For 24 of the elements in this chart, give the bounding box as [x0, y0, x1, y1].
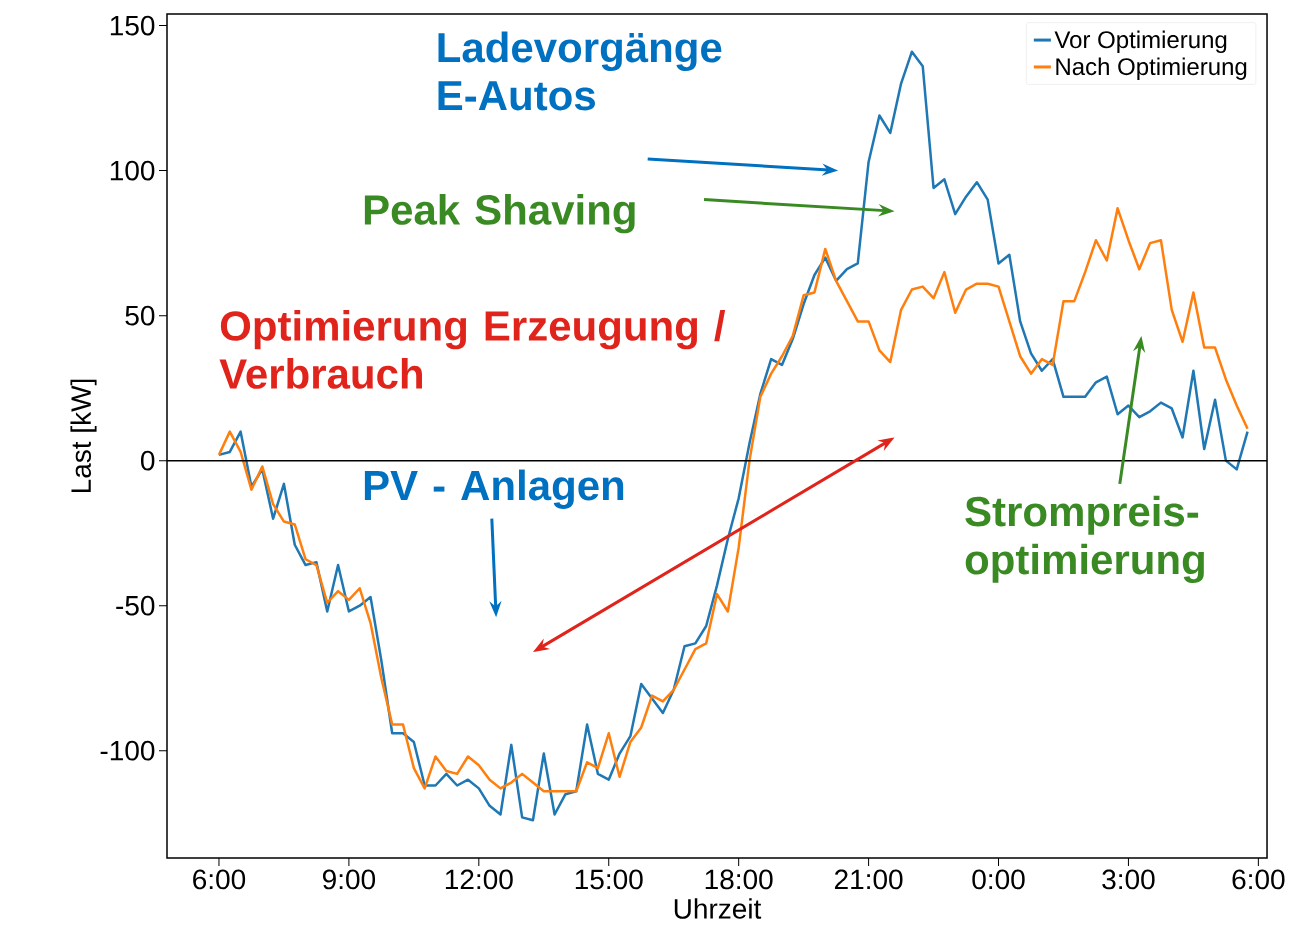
x-tick-label: 9:00 [322, 869, 376, 890]
x-tick-label: 3:00 [1102, 869, 1155, 890]
y-tick-label: 50 [125, 305, 155, 326]
x-tick-label: 15:00 [575, 869, 643, 890]
legend-label: Nach Optimierung [1056, 57, 1247, 80]
x-axis-title: Uhrzeit [674, 898, 762, 919]
annotation: Peak Shaving [364, 194, 635, 234]
y-tick-label: 100 [110, 160, 155, 181]
y-tick-label: -100 [100, 740, 155, 761]
y-tick-label: -50 [116, 595, 155, 616]
y-tick-label: 0 [140, 450, 155, 471]
legend-label: Vor Optimierung [1054, 30, 1227, 53]
x-tick-label: 21:00 [834, 869, 903, 890]
y-tick-label: 150 [110, 15, 155, 36]
annotation: Strompreis-optimierung [965, 495, 1204, 583]
y-axis-title: Last [kW] [70, 379, 97, 493]
x-tick-label: 0:00 [972, 869, 1025, 890]
annotation: PV - Anlagen [364, 469, 624, 509]
x-tick-label: 18:00 [705, 869, 773, 890]
annotation: Optimierung Erzeugung / Verbrauch [219, 310, 726, 389]
annotation: Ladevorgänge E-Autos [438, 31, 722, 111]
x-tick-label: 12:00 [445, 869, 513, 890]
x-tick-label: 6:00 [193, 869, 246, 890]
x-tick-label: 6:00 [1232, 869, 1285, 890]
